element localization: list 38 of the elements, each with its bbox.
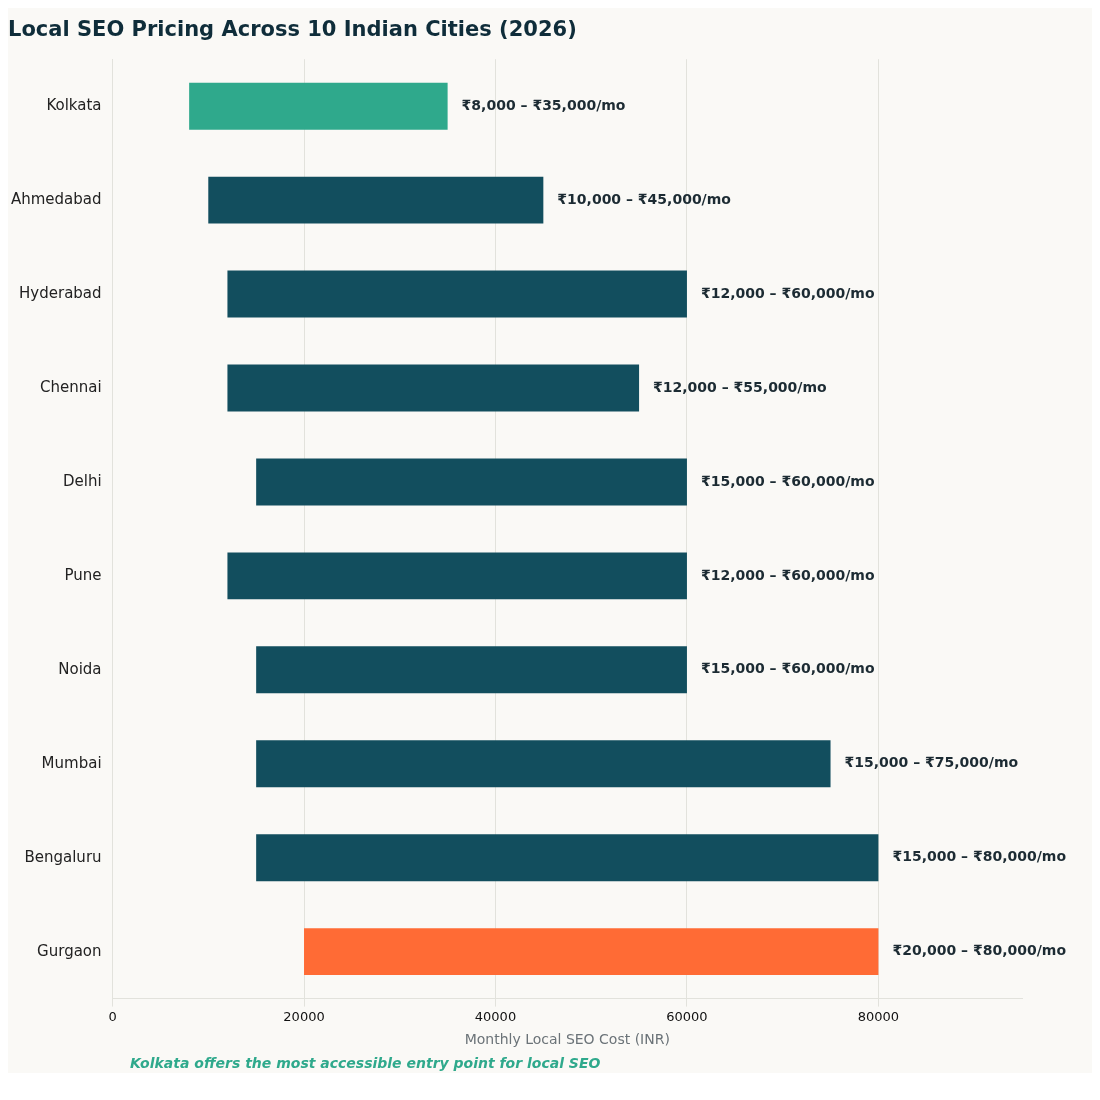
y-tick-label: Hyderabad [19, 283, 102, 302]
y-tick-label: Kolkata [46, 96, 102, 115]
data-label: ₹12,000 – ₹60,000/mo [700, 284, 875, 301]
text: Kolkata offers the most accessible entry point for local SEO [129, 1054, 602, 1073]
x-tick-label: 80000 [857, 1008, 900, 1024]
data-label: ₹15,000 – ₹75,000/mo [844, 754, 1019, 771]
y-tick-label: Mumbai [41, 753, 102, 772]
bar [256, 834, 879, 882]
bar [227, 270, 687, 318]
data-label: ₹12,000 – ₹60,000/mo [700, 566, 875, 583]
y-tick-label: Bengaluru [24, 847, 102, 866]
bar [304, 928, 879, 976]
y-tick-label: Pune [64, 565, 102, 584]
bar [256, 646, 687, 694]
data-label: ₹15,000 – ₹60,000/mo [700, 472, 875, 489]
bar [208, 176, 544, 224]
x-axis-title: Monthly Local SEO Cost (INR) [464, 1031, 670, 1048]
data-label: ₹15,000 – ₹60,000/mo [700, 660, 875, 677]
y-tick-label: Delhi [62, 471, 102, 490]
bar [227, 552, 687, 600]
bar [189, 82, 448, 130]
x-tick-label: 40000 [474, 1008, 517, 1024]
data-label: ₹10,000 – ₹45,000/mo [557, 190, 732, 207]
bar [256, 458, 687, 506]
x-tick-label: 20000 [283, 1008, 325, 1024]
data-label: ₹20,000 – ₹80,000/mo [892, 942, 1067, 959]
bar [256, 740, 831, 788]
data-label: ₹15,000 – ₹80,000/mo [892, 848, 1067, 865]
data-label: ₹12,000 – ₹55,000/mo [653, 378, 828, 395]
y-tick-label: Ahmedabad [10, 190, 102, 208]
bar [227, 364, 640, 412]
y-tick-label: Chennai [39, 377, 102, 396]
x-tick-label: 60000 [666, 1008, 708, 1024]
y-tick-label: Noida [58, 659, 102, 678]
chart-title: Local SEO Pricing Across 10 Indian Cities (2026) [8, 17, 577, 42]
data-label: ₹8,000 – ₹35,000/mo [461, 96, 626, 113]
x-tick-label: 0 [108, 1008, 117, 1024]
y-tick-label: Gurgaon [37, 941, 102, 960]
